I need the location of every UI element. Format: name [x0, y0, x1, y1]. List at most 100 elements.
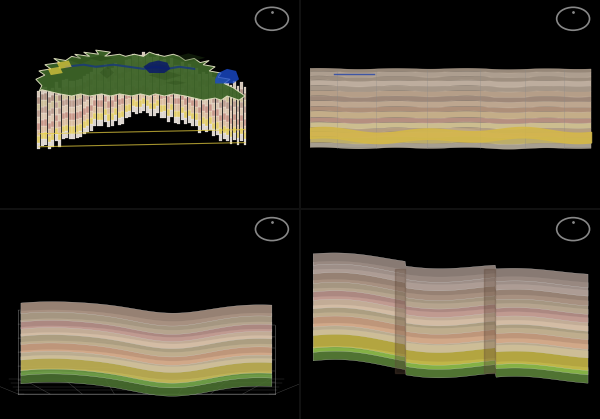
Polygon shape: [100, 107, 103, 113]
Polygon shape: [149, 83, 152, 90]
Polygon shape: [121, 104, 124, 111]
Polygon shape: [153, 83, 155, 90]
Polygon shape: [184, 105, 187, 111]
Polygon shape: [118, 79, 121, 86]
Polygon shape: [97, 68, 100, 74]
Polygon shape: [37, 123, 40, 130]
Polygon shape: [153, 57, 155, 64]
Polygon shape: [188, 97, 191, 103]
Polygon shape: [181, 114, 184, 120]
Polygon shape: [48, 90, 51, 97]
Polygon shape: [177, 98, 180, 104]
Polygon shape: [69, 100, 72, 106]
Polygon shape: [73, 94, 75, 100]
Polygon shape: [240, 109, 243, 115]
Polygon shape: [128, 111, 131, 117]
Polygon shape: [41, 133, 44, 139]
Polygon shape: [156, 67, 159, 74]
Polygon shape: [21, 319, 272, 341]
Polygon shape: [104, 77, 107, 83]
Polygon shape: [149, 109, 152, 116]
Polygon shape: [104, 83, 107, 90]
Polygon shape: [313, 313, 588, 349]
Polygon shape: [143, 60, 170, 73]
Polygon shape: [111, 75, 113, 81]
Polygon shape: [146, 67, 149, 74]
Polygon shape: [149, 96, 152, 103]
Polygon shape: [76, 93, 79, 99]
Polygon shape: [125, 92, 128, 99]
Polygon shape: [52, 88, 54, 95]
Polygon shape: [310, 143, 591, 149]
Polygon shape: [132, 106, 134, 112]
Polygon shape: [177, 72, 180, 78]
Polygon shape: [114, 63, 117, 70]
Polygon shape: [177, 117, 180, 124]
Polygon shape: [93, 93, 96, 100]
Polygon shape: [107, 101, 110, 108]
Polygon shape: [76, 125, 79, 132]
Polygon shape: [90, 111, 93, 118]
Polygon shape: [226, 128, 229, 134]
Polygon shape: [236, 93, 239, 99]
Polygon shape: [100, 68, 103, 74]
Polygon shape: [48, 97, 51, 103]
Polygon shape: [209, 124, 212, 130]
Polygon shape: [313, 279, 588, 314]
Polygon shape: [79, 117, 82, 124]
Polygon shape: [310, 68, 591, 73]
Polygon shape: [212, 84, 215, 91]
Polygon shape: [215, 69, 239, 83]
Polygon shape: [55, 121, 58, 128]
Polygon shape: [41, 126, 44, 133]
Polygon shape: [44, 113, 47, 119]
Polygon shape: [198, 94, 201, 101]
Polygon shape: [135, 55, 138, 62]
Polygon shape: [149, 57, 152, 64]
Polygon shape: [100, 113, 103, 120]
Polygon shape: [62, 113, 65, 119]
Polygon shape: [156, 87, 159, 93]
Polygon shape: [202, 72, 205, 78]
Polygon shape: [111, 101, 113, 107]
Polygon shape: [212, 78, 215, 84]
Polygon shape: [240, 134, 243, 141]
Polygon shape: [173, 78, 176, 85]
Polygon shape: [219, 128, 222, 134]
Polygon shape: [170, 103, 173, 110]
Polygon shape: [149, 90, 152, 96]
Polygon shape: [55, 108, 58, 115]
Polygon shape: [132, 67, 134, 73]
Polygon shape: [188, 84, 191, 91]
Polygon shape: [58, 108, 61, 114]
Polygon shape: [83, 128, 86, 134]
Polygon shape: [58, 101, 61, 108]
Polygon shape: [55, 95, 58, 102]
Polygon shape: [177, 65, 180, 72]
Polygon shape: [97, 107, 100, 113]
Polygon shape: [65, 105, 68, 111]
Polygon shape: [236, 99, 239, 106]
Polygon shape: [163, 72, 166, 79]
Polygon shape: [202, 91, 205, 98]
Polygon shape: [73, 107, 75, 113]
Polygon shape: [65, 85, 68, 92]
Polygon shape: [107, 108, 110, 114]
Polygon shape: [226, 109, 229, 115]
Polygon shape: [184, 92, 187, 98]
Polygon shape: [69, 119, 72, 126]
Polygon shape: [215, 90, 218, 96]
Polygon shape: [244, 119, 247, 126]
Polygon shape: [181, 62, 184, 68]
Polygon shape: [121, 111, 124, 117]
Polygon shape: [55, 134, 58, 141]
Polygon shape: [104, 64, 107, 70]
Polygon shape: [125, 99, 128, 105]
Polygon shape: [118, 112, 121, 118]
Polygon shape: [160, 66, 163, 72]
Polygon shape: [139, 55, 142, 61]
Polygon shape: [142, 78, 145, 85]
Polygon shape: [146, 100, 149, 106]
Polygon shape: [223, 120, 226, 127]
Polygon shape: [69, 93, 72, 100]
